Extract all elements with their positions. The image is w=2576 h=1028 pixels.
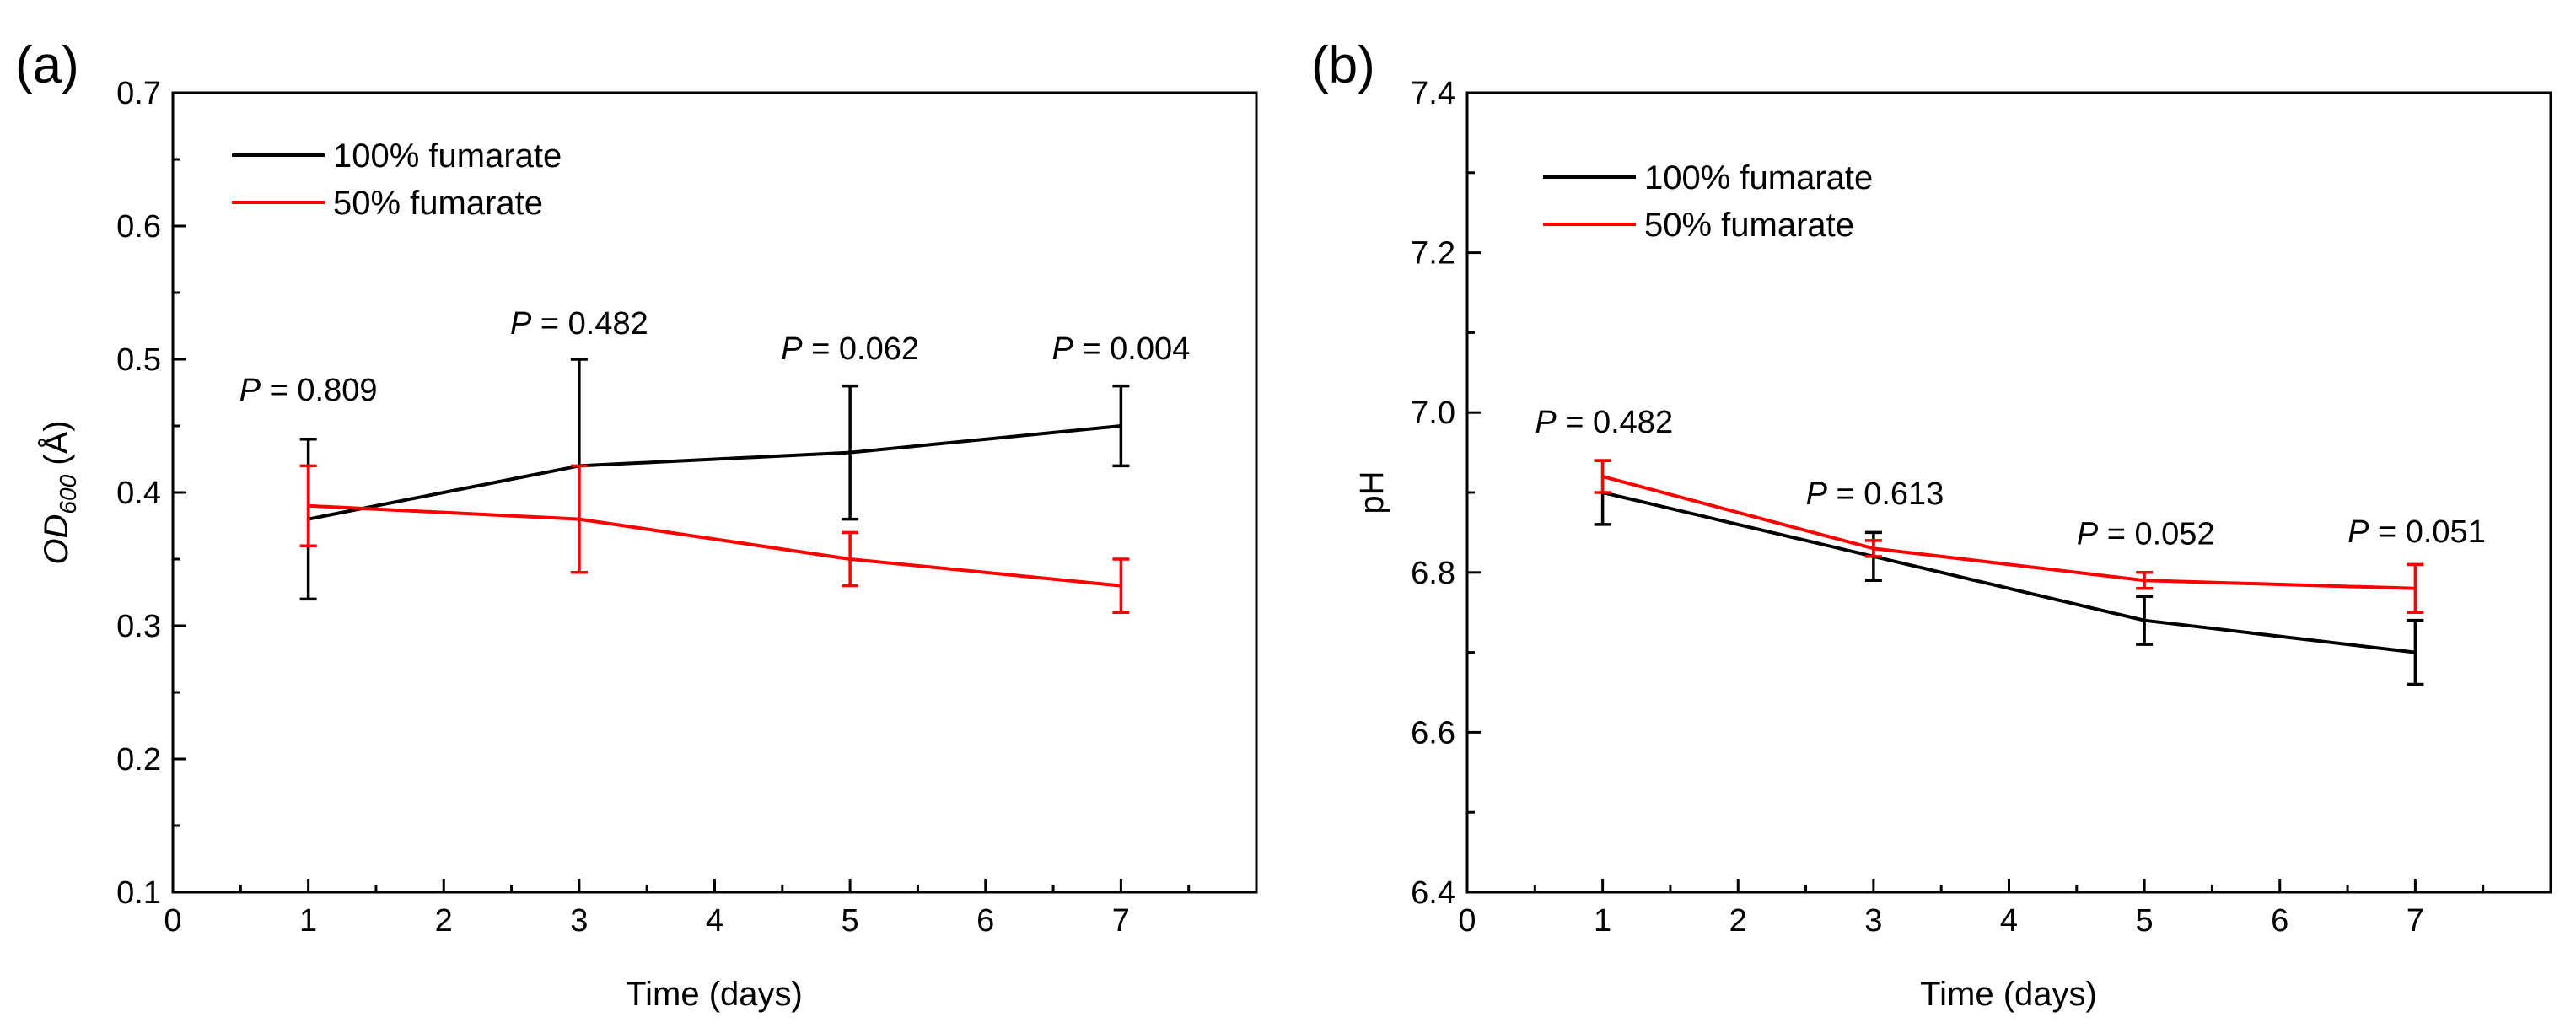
panel-label: (b) [1311, 36, 1375, 94]
p-value-annotations: P = 0.809 P = 0.482 P = 0.062 P = 0.004 [239, 306, 1191, 408]
x-tick-label: 6 [2271, 903, 2288, 939]
y-tick-label: 0.4 [116, 476, 161, 511]
y-axis-label: OD600 (Å) [37, 420, 81, 564]
y-tick-label: 0.1 [116, 875, 161, 911]
x-tick-label: 3 [1864, 903, 1882, 939]
x-tick-label: 0 [164, 903, 181, 939]
x-tick-label: 2 [1729, 903, 1747, 939]
series-layer [1594, 459, 2424, 686]
p-value-label: P = 0.482 [1535, 405, 1673, 440]
error-bar [842, 384, 859, 521]
legend-label-50-fumarate: 50% fumarate [1644, 207, 1854, 244]
x-tick-label: 0 [1458, 903, 1476, 939]
error-bar [1112, 557, 1130, 614]
panel-label: (a) [15, 36, 79, 94]
p-value-label: P = 0.809 [239, 373, 378, 408]
series-line [308, 503, 1121, 588]
error-bar [2407, 618, 2424, 686]
x-tick-label: 5 [2136, 903, 2154, 939]
error-bar [1864, 539, 1882, 558]
y-tick-label: 0.6 [116, 209, 161, 245]
panel-a: (a) 0 1 2 3 4 5 6 7 0.1 0.2 0.3 0.4 0.5 0.6 0.7 100% f… [15, 36, 1258, 1013]
x-tick-label: 1 [1594, 903, 1611, 939]
p-value-annotations: P = 0.482 P = 0.613 P = 0.052 P = 0.051 [1535, 405, 2486, 552]
p-value-label: P = 0.482 [510, 306, 648, 342]
x-tick-label: 4 [706, 903, 723, 939]
legend: 100% fumarate 50% fumarate [1543, 159, 1873, 244]
y-tick-label: 7.2 [1411, 236, 1455, 272]
legend-label-100-fumarate: 100% fumarate [333, 137, 562, 175]
error-bar [2136, 571, 2154, 590]
y-tick-label: 0.3 [116, 609, 161, 644]
x-axis-label: Time (days) [1920, 976, 2097, 1013]
y-tick-label: 6.4 [1411, 875, 1455, 911]
x-tick-label: 1 [299, 903, 317, 939]
x-tick-label: 7 [2407, 903, 2424, 939]
p-value-label: P = 0.004 [1051, 331, 1190, 367]
axis-ticks: 0 1 2 3 4 5 6 7 0.1 0.2 0.3 0.4 0.5 0.6 0.7 [116, 76, 1191, 939]
legend: 100% fumarate 50% fumarate [232, 137, 562, 222]
x-tick-label: 4 [2000, 903, 2018, 939]
p-value-label: P = 0.613 [1806, 476, 1944, 512]
error-bar [2407, 562, 2424, 614]
axis-ticks: 0 1 2 3 4 5 6 7 6.4 6.6 6.8 7.0 7.2 7.4 [1411, 76, 2485, 939]
y-axis-label: pH [1353, 471, 1390, 514]
p-value-label: P = 0.051 [2347, 514, 2486, 550]
y-tick-label: 0.5 [116, 342, 161, 378]
error-bar [1594, 459, 1611, 494]
y-tick-label: 0.7 [116, 76, 161, 111]
x-tick-label: 6 [976, 903, 994, 939]
error-bar [570, 464, 588, 574]
plot-frame [1465, 91, 2552, 894]
p-value-label: P = 0.062 [781, 331, 919, 367]
x-tick-label: 7 [1112, 903, 1130, 939]
error-bar [299, 464, 317, 547]
p-value-label: P = 0.052 [2077, 517, 2215, 552]
legend-label-100-fumarate: 100% fumarate [1644, 159, 1873, 196]
error-bar [2136, 595, 2154, 646]
x-tick-label: 2 [435, 903, 453, 939]
x-axis-label: Time (days) [626, 976, 803, 1013]
panel-b: (b) 0 1 2 3 4 5 6 7 6.4 6.6 6.8 7.0 7.2 7.4 100% fuma… [1311, 36, 2552, 1013]
series-line [1602, 491, 2416, 654]
x-tick-label: 5 [842, 903, 859, 939]
y-tick-label: 7.4 [1411, 76, 1455, 111]
legend-label-50-fumarate: 50% fumarate [333, 185, 543, 222]
series-layer [299, 358, 1130, 614]
y-tick-label: 6.6 [1411, 715, 1455, 751]
y-tick-label: 6.8 [1411, 556, 1455, 591]
error-bar [842, 530, 859, 588]
error-bar [1112, 384, 1130, 468]
series-line [308, 424, 1121, 521]
y-tick-label: 7.0 [1411, 396, 1455, 431]
x-tick-label: 3 [570, 903, 588, 939]
series-line [1602, 475, 2416, 590]
y-tick-label: 0.2 [116, 742, 161, 778]
